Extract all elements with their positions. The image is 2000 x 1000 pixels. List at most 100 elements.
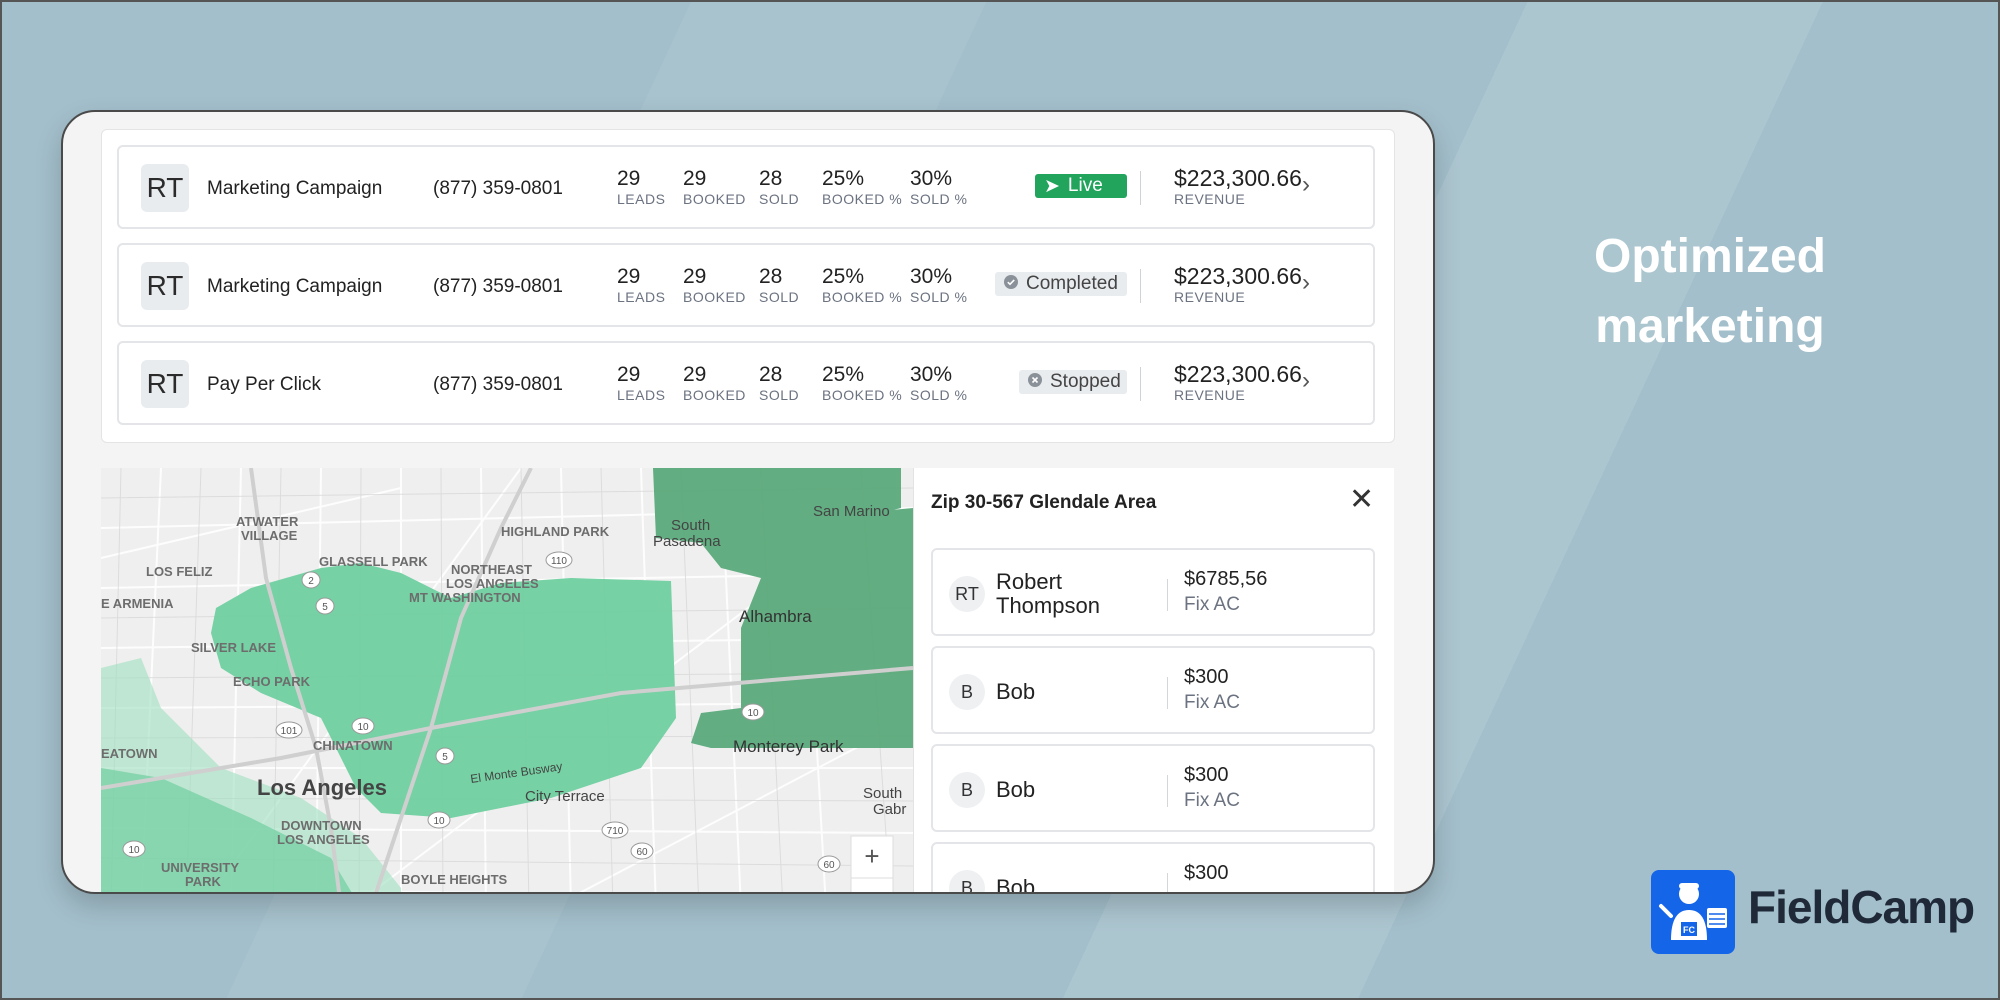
svg-text:5: 5	[442, 752, 448, 763]
customer-name: Robert Thompson	[996, 569, 1100, 618]
map-label: Monterey Park	[733, 737, 844, 756]
map-label: UNIVERSITY	[161, 860, 239, 875]
svg-text:10: 10	[747, 708, 759, 719]
x-circle-icon	[1028, 371, 1042, 393]
map-label: BOYLE HEIGHTS	[401, 872, 508, 887]
route-shield: 101	[275, 721, 303, 739]
map-label: Los Angeles	[257, 775, 387, 800]
route-shield: 10	[427, 811, 451, 829]
map-label: LOS ANGELES	[446, 576, 539, 591]
svg-text:FC: FC	[1683, 925, 1695, 935]
job-service: Fix AC	[1184, 594, 1240, 615]
svg-text:110: 110	[551, 556, 567, 567]
svg-text:60: 60	[636, 847, 648, 858]
campaign-phone: (877) 359-0801	[433, 374, 563, 395]
headline: Optimized marketing	[1593, 230, 1826, 353]
svg-text:+: +	[864, 841, 879, 871]
customer-card[interactable]: B Bob $300 Fix AC	[931, 646, 1375, 734]
map-label: HIGHLAND PARK	[501, 524, 610, 539]
route-shield: 110	[545, 551, 573, 569]
customer-name: Bob	[996, 777, 1036, 802]
map-label: EATOWN	[101, 746, 158, 761]
divider	[1167, 677, 1168, 709]
stat-booked-pct: 25% BOOKED %	[822, 363, 903, 403]
route-shield: 60	[817, 855, 841, 873]
map-label: CHINATOWN	[313, 738, 393, 753]
route-shield: 710	[601, 821, 629, 839]
avatar: B	[949, 674, 985, 710]
customer-card[interactable]: B Bob $300	[931, 842, 1375, 894]
job-amount: $300	[1184, 666, 1229, 688]
stat-sold-pct: 30% SOLD %	[910, 265, 968, 305]
job-amount: $6785,56	[1184, 568, 1268, 590]
map-label: LOS FELIZ	[146, 564, 213, 579]
campaign-list: RT Marketing Campaign (877) 359-0801 29 L…	[101, 129, 1395, 443]
map-label: PARK	[185, 874, 221, 889]
divider	[1140, 269, 1141, 303]
route-shield: 5	[435, 747, 455, 765]
app-window: RT Marketing Campaign (877) 359-0801 29 L…	[61, 110, 1435, 894]
map-label: ECHO PARK	[233, 674, 311, 689]
zone-alhambra[interactable]	[653, 468, 913, 748]
svg-text:10: 10	[128, 845, 140, 856]
zone-glendale[interactable]	[211, 563, 676, 818]
map-label: NORTHEAST	[451, 562, 532, 577]
campaign-name: Marketing Campaign	[207, 276, 383, 297]
svg-text:101: 101	[281, 726, 298, 737]
svg-text:10: 10	[433, 816, 445, 827]
route-shield: 60	[630, 842, 654, 860]
job-amount: $300	[1184, 862, 1229, 884]
campaign-row[interactable]: RT Marketing Campaign (877) 359-0801 29 L…	[117, 145, 1375, 229]
status-badge: ➤ Live	[1035, 174, 1127, 198]
map-label: VILLAGE	[241, 528, 298, 543]
close-icon[interactable]: ✕	[1349, 483, 1375, 516]
customer-name: Bob	[996, 875, 1036, 894]
map-label: LOS ANGELES	[277, 832, 370, 847]
svg-text:10: 10	[357, 722, 369, 733]
campaign-avatar: RT	[141, 360, 189, 408]
campaign-name: Pay Per Click	[207, 374, 322, 395]
stat-sold-pct: 30% SOLD %	[910, 167, 968, 207]
customer-name: Bob	[996, 679, 1036, 704]
chevron-right-icon[interactable]: ›	[1302, 269, 1310, 296]
status-badge: Stopped	[1019, 370, 1127, 394]
chevron-right-icon[interactable]: ›	[1302, 171, 1310, 198]
revenue: $223,300.66 REVENUE	[1174, 361, 1302, 403]
customer-card[interactable]: B Bob $300 Fix AC	[931, 744, 1375, 832]
campaign-row[interactable]: RT Marketing Campaign (877) 359-0801 29 L…	[117, 243, 1375, 327]
job-service: Fix AC	[1184, 692, 1240, 713]
zoom-in-button[interactable]: +	[850, 835, 894, 879]
fieldcamp-logo-icon: FC	[1651, 870, 1735, 954]
stat-sold: 28 SOLD	[759, 363, 800, 403]
svg-text:60: 60	[823, 860, 835, 871]
revenue: $223,300.66 REVENUE	[1174, 263, 1302, 305]
chevron-right-icon[interactable]: ›	[1302, 367, 1310, 394]
map-label: ATWATER	[236, 514, 299, 529]
map-label: South	[671, 517, 710, 534]
route-shield: 10	[122, 840, 146, 858]
stat-booked: 29 BOOKED	[683, 363, 746, 403]
campaign-avatar: RT	[141, 262, 189, 310]
stat-leads: 29 LEADS	[617, 265, 666, 305]
stat-booked: 29 BOOKED	[683, 265, 746, 305]
status-badge: Completed	[995, 272, 1127, 296]
zip-detail-panel: Zip 30-567 Glendale Area ✕ RT Robert Tho…	[913, 468, 1394, 894]
stat-booked-pct: 25% BOOKED %	[822, 167, 903, 207]
svg-text:5: 5	[322, 602, 328, 613]
map[interactable]: ATWATER VILLAGE HIGHLAND PARK South Pasa…	[101, 468, 913, 894]
campaign-phone: (877) 359-0801	[433, 276, 563, 297]
svg-text:2: 2	[308, 576, 314, 587]
campaign-phone: (877) 359-0801	[433, 178, 563, 199]
route-shield: 5	[315, 597, 335, 615]
route-shield: 10	[351, 717, 375, 735]
map-canvas[interactable]: ATWATER VILLAGE HIGHLAND PARK South Pasa…	[101, 468, 913, 894]
map-label: SILVER LAKE	[191, 640, 276, 655]
job-amount: $300	[1184, 764, 1229, 786]
map-label: South	[863, 785, 902, 802]
campaign-avatar: RT	[141, 164, 189, 212]
brand-name: FieldCamp	[1748, 881, 1975, 933]
stat-sold-pct: 30% SOLD %	[910, 363, 968, 403]
campaign-row[interactable]: RT Pay Per Click (877) 359-0801 29 LEADS …	[117, 341, 1375, 425]
customer-card[interactable]: RT Robert Thompson $6785,56 Fix AC	[931, 548, 1375, 636]
map-label: Alhambra	[739, 607, 812, 626]
